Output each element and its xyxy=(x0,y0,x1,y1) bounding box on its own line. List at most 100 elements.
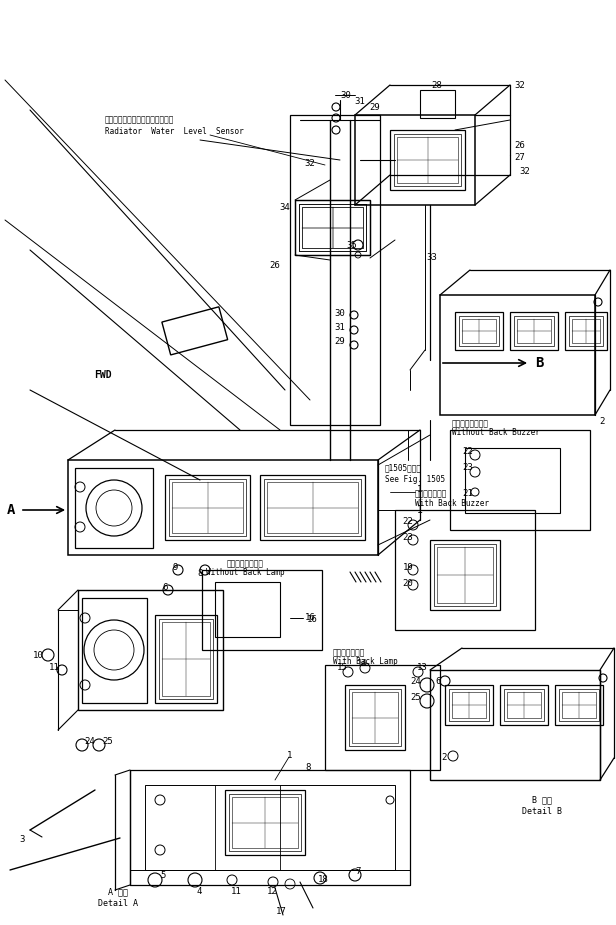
Bar xyxy=(299,204,366,251)
Text: Without Back Buzzer: Without Back Buzzer xyxy=(452,428,540,437)
Text: 21: 21 xyxy=(463,489,473,499)
Text: 32: 32 xyxy=(305,158,315,167)
Bar xyxy=(155,615,217,703)
Bar xyxy=(260,475,365,540)
Text: 8: 8 xyxy=(197,570,203,578)
Text: 3: 3 xyxy=(19,835,25,845)
Text: 26: 26 xyxy=(270,261,280,269)
Text: 6: 6 xyxy=(162,584,168,593)
Bar xyxy=(507,692,541,718)
Bar xyxy=(562,692,596,718)
Text: バックブザーなし: バックブザーなし xyxy=(452,419,489,428)
Text: 18: 18 xyxy=(318,875,328,884)
Text: 13: 13 xyxy=(416,663,428,672)
Text: 11: 11 xyxy=(49,663,59,672)
Bar xyxy=(169,479,246,536)
Text: 22: 22 xyxy=(403,517,413,526)
Bar xyxy=(325,665,440,770)
Bar xyxy=(225,790,305,855)
Bar xyxy=(559,689,599,721)
Bar xyxy=(299,204,366,251)
Text: 17: 17 xyxy=(275,907,286,917)
Text: 32: 32 xyxy=(514,80,525,90)
Bar xyxy=(302,207,363,248)
Text: 11: 11 xyxy=(230,887,241,896)
Text: 14: 14 xyxy=(357,659,367,668)
Text: バックランプ付: バックランプ付 xyxy=(333,648,365,657)
Text: 16: 16 xyxy=(307,615,318,624)
Bar xyxy=(355,115,475,205)
Text: 35: 35 xyxy=(347,240,357,250)
Text: See Fig. 1505: See Fig. 1505 xyxy=(385,475,445,484)
Bar xyxy=(450,430,590,530)
Bar xyxy=(572,319,600,343)
Text: 4: 4 xyxy=(197,887,201,896)
Text: 2: 2 xyxy=(599,417,605,426)
Bar xyxy=(394,134,461,186)
Text: 33: 33 xyxy=(427,253,437,262)
Bar xyxy=(302,207,363,248)
Text: 7: 7 xyxy=(355,868,361,877)
Bar xyxy=(440,295,595,415)
Bar xyxy=(510,312,558,350)
Text: 24: 24 xyxy=(84,737,95,746)
Text: 27: 27 xyxy=(514,154,525,163)
Bar xyxy=(159,619,213,699)
Text: 32: 32 xyxy=(520,167,530,177)
Bar xyxy=(565,312,607,350)
Text: 8: 8 xyxy=(306,763,310,772)
Bar xyxy=(569,316,603,346)
Bar xyxy=(202,570,322,650)
Bar xyxy=(345,685,405,750)
Bar xyxy=(397,137,458,183)
Bar xyxy=(420,90,455,118)
Text: 第1505図参照: 第1505図参照 xyxy=(385,463,422,473)
Bar xyxy=(395,510,535,630)
Bar xyxy=(445,685,493,725)
Text: 29: 29 xyxy=(334,338,346,347)
Text: 24: 24 xyxy=(411,677,421,686)
Text: 16: 16 xyxy=(305,613,315,623)
Bar xyxy=(430,540,500,610)
Text: 5: 5 xyxy=(160,871,166,881)
Text: 15: 15 xyxy=(336,663,347,672)
Bar xyxy=(78,590,223,710)
Text: 23: 23 xyxy=(463,463,473,473)
Text: 9: 9 xyxy=(172,563,177,573)
Text: 25: 25 xyxy=(411,694,421,702)
Text: B: B xyxy=(535,356,543,370)
Text: 34: 34 xyxy=(280,203,290,212)
Text: 20: 20 xyxy=(403,579,413,588)
Bar xyxy=(517,319,551,343)
Text: 28: 28 xyxy=(432,80,442,90)
Text: 1: 1 xyxy=(417,505,423,515)
Bar xyxy=(264,479,361,536)
Text: 31: 31 xyxy=(355,97,365,106)
Bar xyxy=(290,115,380,425)
Bar xyxy=(437,547,493,603)
Text: ラジエータウォータレベルセンサ: ラジエータウォータレベルセンサ xyxy=(105,116,174,125)
Bar xyxy=(229,794,301,851)
Text: With Back Buzzer: With Back Buzzer xyxy=(415,499,489,508)
Bar xyxy=(145,785,395,870)
Bar xyxy=(295,200,370,255)
Bar xyxy=(130,770,410,885)
Bar xyxy=(449,689,489,721)
Text: 23: 23 xyxy=(403,533,413,541)
Text: 12: 12 xyxy=(267,887,277,896)
Bar xyxy=(165,475,250,540)
Bar xyxy=(462,319,496,343)
Bar xyxy=(295,200,370,255)
Text: 30: 30 xyxy=(341,91,351,100)
Bar xyxy=(172,482,243,533)
Text: 22: 22 xyxy=(463,448,473,457)
Bar xyxy=(352,692,398,743)
Text: 29: 29 xyxy=(370,104,380,113)
Text: 31: 31 xyxy=(334,324,346,332)
Bar xyxy=(390,130,465,190)
Bar xyxy=(500,685,548,725)
Bar xyxy=(232,797,298,848)
Text: Without Back Lamp: Without Back Lamp xyxy=(206,568,285,577)
Bar xyxy=(267,482,358,533)
Text: A 詳細: A 詳細 xyxy=(108,887,128,896)
